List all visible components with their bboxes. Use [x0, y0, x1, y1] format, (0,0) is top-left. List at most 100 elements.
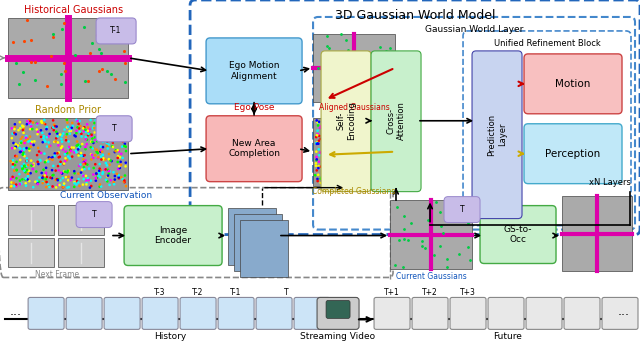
Point	[74, 121, 84, 127]
Point	[25, 119, 35, 124]
Point	[344, 123, 355, 129]
Point	[358, 152, 368, 158]
Point	[62, 131, 72, 137]
Point	[348, 149, 358, 154]
Point	[380, 176, 390, 182]
Point	[119, 137, 129, 142]
Point	[36, 119, 47, 124]
Point	[377, 170, 387, 175]
Point	[114, 163, 124, 169]
Point	[314, 138, 324, 143]
Point	[26, 123, 36, 129]
Point	[95, 161, 105, 167]
Point	[351, 143, 362, 148]
Point	[375, 150, 385, 156]
Text: 3D Gaussian World Model: 3D Gaussian World Model	[335, 10, 495, 23]
Point	[381, 172, 391, 177]
Text: ...: ...	[618, 305, 630, 318]
Point	[328, 123, 338, 129]
FancyBboxPatch shape	[218, 298, 254, 329]
Point	[36, 118, 47, 124]
Point	[82, 142, 92, 147]
Point	[377, 118, 387, 123]
Point	[113, 159, 123, 165]
Point	[347, 166, 357, 171]
Point	[364, 166, 374, 171]
Point	[319, 151, 330, 156]
Point	[11, 182, 21, 187]
Point	[53, 163, 63, 169]
Point	[316, 176, 326, 182]
Point	[79, 167, 90, 172]
Point	[67, 120, 77, 126]
Point	[369, 149, 379, 154]
Point	[383, 129, 394, 135]
Point	[360, 170, 371, 175]
Point	[371, 142, 381, 148]
Point	[102, 144, 113, 149]
Point	[60, 156, 70, 161]
Point	[111, 148, 122, 154]
Point	[10, 175, 20, 181]
Bar	[228, 208, 276, 265]
Point	[56, 145, 67, 151]
Point	[58, 131, 68, 136]
Point	[378, 165, 388, 170]
Point	[120, 163, 131, 169]
Point	[327, 146, 337, 152]
Point	[312, 168, 322, 173]
Point	[22, 18, 32, 23]
Text: Completed Gaussians: Completed Gaussians	[312, 187, 396, 196]
FancyBboxPatch shape	[28, 298, 64, 329]
Point	[371, 130, 381, 136]
Point	[28, 163, 38, 168]
Point	[337, 175, 347, 181]
Point	[388, 168, 398, 173]
Point	[95, 184, 105, 189]
Point	[463, 220, 473, 225]
Point	[103, 168, 113, 174]
Point	[340, 146, 350, 152]
Point	[111, 147, 121, 153]
Point	[365, 156, 376, 162]
Text: Self-
Encoding: Self- Encoding	[337, 101, 356, 140]
Point	[331, 160, 341, 166]
Point	[367, 121, 378, 127]
Point	[15, 126, 26, 131]
Point	[314, 119, 324, 124]
Point	[319, 153, 329, 158]
Point	[27, 139, 37, 144]
Point	[329, 139, 339, 144]
Point	[102, 173, 113, 179]
Point	[72, 178, 83, 184]
Point	[323, 163, 333, 169]
Point	[387, 173, 397, 178]
Point	[349, 169, 360, 175]
Point	[94, 69, 104, 74]
Point	[333, 125, 344, 130]
Point	[371, 140, 381, 145]
Text: Ego Motion
Alignment: Ego Motion Alignment	[229, 61, 279, 81]
Point	[344, 138, 355, 143]
Point	[381, 124, 392, 130]
Point	[342, 160, 353, 166]
Point	[325, 176, 335, 182]
Point	[372, 129, 382, 134]
Point	[44, 134, 54, 139]
Point	[324, 120, 335, 126]
Point	[351, 144, 362, 150]
Point	[90, 137, 100, 143]
Point	[77, 167, 87, 172]
Point	[341, 172, 351, 177]
Point	[95, 149, 106, 154]
Point	[65, 156, 75, 161]
Point	[353, 126, 363, 131]
Point	[351, 119, 361, 125]
Point	[360, 170, 370, 176]
Point	[62, 185, 72, 190]
FancyBboxPatch shape	[66, 298, 102, 329]
Point	[364, 148, 374, 154]
Point	[113, 154, 124, 159]
Point	[322, 155, 332, 160]
Point	[330, 178, 340, 183]
